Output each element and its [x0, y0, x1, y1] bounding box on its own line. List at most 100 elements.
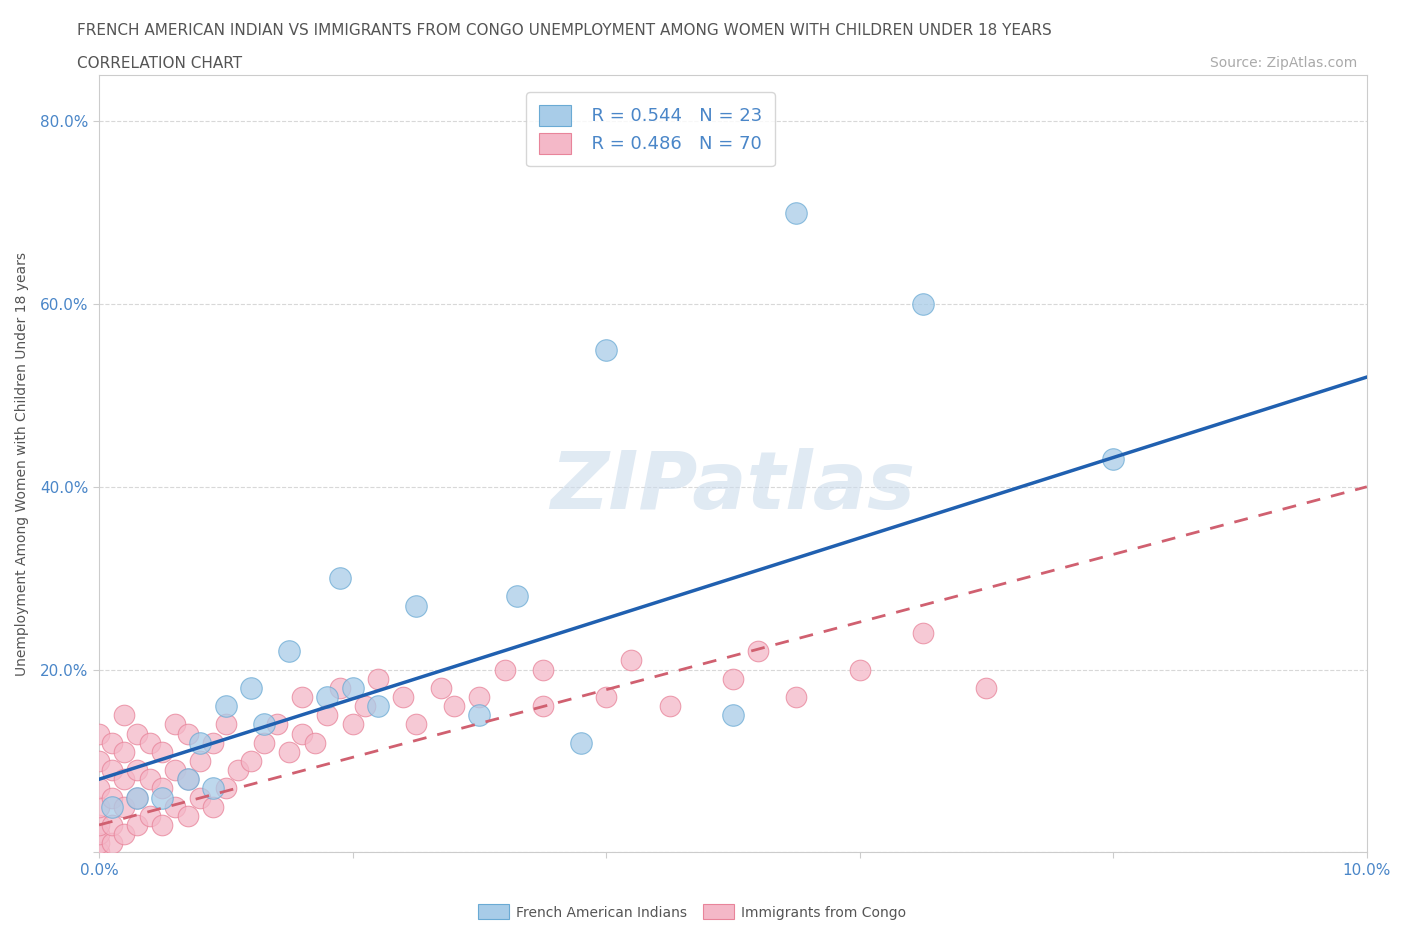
Point [112, 708, 135, 723]
Text: French American Indians: French American Indians [516, 906, 688, 921]
Point [468, 708, 491, 723]
Point [87, 845, 110, 860]
Point [848, 662, 870, 677]
Text: ZIPatlas: ZIPatlas [550, 448, 915, 526]
Point [112, 744, 135, 759]
Point [468, 689, 491, 704]
Point [721, 671, 744, 686]
Point [291, 689, 314, 704]
Point [278, 644, 301, 658]
Point [531, 662, 554, 677]
Point [240, 681, 263, 696]
Point [202, 781, 225, 796]
Point [620, 653, 643, 668]
Text: CORRELATION CHART: CORRELATION CHART [77, 56, 242, 71]
Point [506, 589, 529, 604]
Point [291, 726, 314, 741]
Point [976, 681, 998, 696]
Point [392, 689, 415, 704]
Point [190, 753, 212, 768]
Point [100, 799, 122, 814]
Point [100, 736, 122, 751]
Point [721, 708, 744, 723]
Point [278, 744, 301, 759]
Point [253, 736, 276, 751]
Point [658, 698, 681, 713]
Point [912, 297, 935, 312]
Point [125, 817, 148, 832]
Point [785, 689, 807, 704]
Point [190, 790, 212, 805]
Point [125, 763, 148, 777]
Point [125, 790, 148, 805]
Point [100, 790, 122, 805]
Point [405, 598, 427, 613]
Point [266, 717, 288, 732]
Point [215, 698, 238, 713]
Point [87, 781, 110, 796]
Point [100, 763, 122, 777]
Point [165, 763, 187, 777]
Point [253, 717, 276, 732]
Point [342, 717, 364, 732]
Point [177, 772, 200, 787]
Point [87, 726, 110, 741]
Point [87, 753, 110, 768]
Point [430, 681, 453, 696]
Point [785, 206, 807, 220]
Point [165, 799, 187, 814]
Point [240, 753, 263, 768]
Point [228, 763, 250, 777]
Point [125, 790, 148, 805]
Point [354, 698, 377, 713]
Point [912, 626, 935, 641]
Point [595, 342, 617, 357]
Point [329, 681, 352, 696]
Point [531, 698, 554, 713]
Point [152, 817, 174, 832]
Point [177, 726, 200, 741]
Point [1102, 452, 1125, 467]
Legend:   R = 0.544   N = 23,   R = 0.486   N = 70: R = 0.544 N = 23, R = 0.486 N = 70 [526, 92, 775, 166]
Point [190, 736, 212, 751]
Point [152, 744, 174, 759]
Point [342, 681, 364, 696]
Text: FRENCH AMERICAN INDIAN VS IMMIGRANTS FROM CONGO UNEMPLOYMENT AMONG WOMEN WITH CH: FRENCH AMERICAN INDIAN VS IMMIGRANTS FRO… [77, 23, 1052, 38]
Point [177, 772, 200, 787]
Point [112, 827, 135, 842]
Point [125, 726, 148, 741]
Text: Source: ZipAtlas.com: Source: ZipAtlas.com [1209, 56, 1357, 70]
Point [87, 817, 110, 832]
Point [202, 799, 225, 814]
Point [316, 689, 339, 704]
Point [215, 781, 238, 796]
Point [112, 799, 135, 814]
Point [405, 717, 427, 732]
Point [329, 571, 352, 586]
Point [139, 772, 162, 787]
Point [87, 836, 110, 851]
Point [443, 698, 465, 713]
Point [87, 827, 110, 842]
Point [100, 836, 122, 851]
Point [100, 817, 122, 832]
Point [215, 717, 238, 732]
Point [316, 708, 339, 723]
Y-axis label: Unemployment Among Women with Children Under 18 years: Unemployment Among Women with Children U… [15, 252, 30, 676]
Point [595, 689, 617, 704]
Point [202, 736, 225, 751]
Point [367, 698, 389, 713]
Point [367, 671, 389, 686]
Point [569, 736, 592, 751]
Point [112, 772, 135, 787]
Point [747, 644, 769, 658]
Point [177, 808, 200, 823]
Point [152, 790, 174, 805]
Point [139, 736, 162, 751]
Point [139, 808, 162, 823]
Point [87, 799, 110, 814]
Point [152, 781, 174, 796]
Text: Immigrants from Congo: Immigrants from Congo [741, 906, 905, 921]
Point [165, 717, 187, 732]
Point [494, 662, 516, 677]
